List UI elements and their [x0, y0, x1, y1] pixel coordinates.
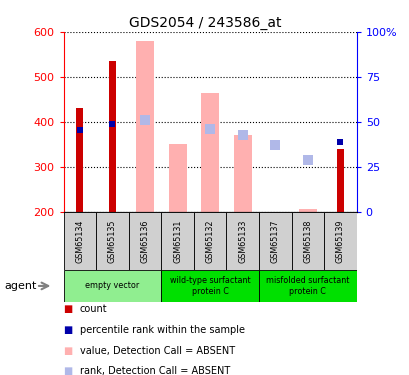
Text: empty vector: empty vector — [85, 281, 139, 290]
Text: GSM65131: GSM65131 — [173, 219, 182, 262]
Bar — [96, 212, 128, 270]
Text: agent: agent — [4, 281, 36, 291]
Text: percentile rank within the sample: percentile rank within the sample — [80, 325, 244, 335]
Bar — [291, 212, 324, 270]
Text: ■: ■ — [63, 346, 73, 355]
Text: rank, Detection Call = ABSENT: rank, Detection Call = ABSENT — [80, 366, 229, 375]
Bar — [258, 212, 291, 270]
Bar — [161, 212, 193, 270]
Text: ■: ■ — [63, 366, 73, 375]
Text: GSM65133: GSM65133 — [238, 219, 247, 262]
Bar — [76, 108, 83, 212]
Bar — [324, 212, 356, 270]
Bar — [108, 61, 116, 212]
Text: count: count — [80, 304, 107, 314]
Text: GSM65132: GSM65132 — [205, 219, 214, 262]
Bar — [128, 212, 161, 270]
Text: GSM65135: GSM65135 — [108, 219, 117, 262]
Bar — [136, 41, 153, 212]
Text: GSM65138: GSM65138 — [303, 219, 312, 262]
Text: GSM65137: GSM65137 — [270, 219, 279, 262]
Bar — [63, 212, 96, 270]
Bar — [168, 144, 186, 212]
Bar — [226, 212, 258, 270]
Text: ■: ■ — [63, 325, 73, 335]
Bar — [258, 270, 356, 302]
Bar — [336, 149, 343, 212]
Text: wild-type surfactant
protein C: wild-type surfactant protein C — [169, 276, 250, 296]
Text: GSM65139: GSM65139 — [335, 219, 344, 262]
Bar — [201, 93, 218, 212]
Bar — [161, 270, 258, 302]
Text: GSM65136: GSM65136 — [140, 219, 149, 262]
Text: value, Detection Call = ABSENT: value, Detection Call = ABSENT — [80, 346, 234, 355]
Bar — [298, 209, 316, 212]
Text: GDS2054 / 243586_at: GDS2054 / 243586_at — [128, 16, 281, 30]
Text: misfolded surfactant
protein C: misfolded surfactant protein C — [265, 276, 349, 296]
Text: ■: ■ — [63, 304, 73, 314]
Bar — [193, 212, 226, 270]
Bar — [63, 270, 161, 302]
Bar — [233, 135, 251, 212]
Text: GSM65134: GSM65134 — [75, 219, 84, 262]
